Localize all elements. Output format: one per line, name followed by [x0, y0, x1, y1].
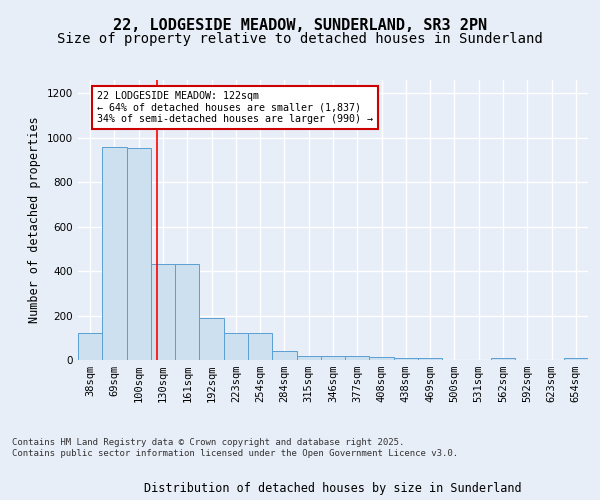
Text: 22, LODGESIDE MEADOW, SUNDERLAND, SR3 2PN: 22, LODGESIDE MEADOW, SUNDERLAND, SR3 2P… [113, 18, 487, 32]
Bar [321, 356, 345, 360]
Bar [345, 356, 370, 360]
Text: Distribution of detached houses by size in Sunderland: Distribution of detached houses by size … [144, 482, 522, 495]
Y-axis label: Number of detached properties: Number of detached properties [28, 116, 41, 324]
Bar [224, 334, 248, 360]
Bar [175, 264, 199, 360]
Bar [370, 356, 394, 360]
Text: 22 LODGESIDE MEADOW: 122sqm
← 64% of detached houses are smaller (1,837)
34% of : 22 LODGESIDE MEADOW: 122sqm ← 64% of det… [97, 91, 373, 124]
Text: Size of property relative to detached houses in Sunderland: Size of property relative to detached ho… [57, 32, 543, 46]
Bar [248, 334, 272, 360]
Bar [564, 358, 588, 360]
Text: Contains HM Land Registry data © Crown copyright and database right 2025.
Contai: Contains HM Land Registry data © Crown c… [12, 438, 458, 458]
Bar [491, 358, 515, 360]
Bar [272, 351, 296, 360]
Bar [151, 264, 175, 360]
Bar [127, 148, 151, 360]
Bar [296, 356, 321, 360]
Bar [102, 146, 127, 360]
Bar [394, 358, 418, 360]
Bar [418, 358, 442, 360]
Bar [199, 318, 224, 360]
Bar [78, 334, 102, 360]
